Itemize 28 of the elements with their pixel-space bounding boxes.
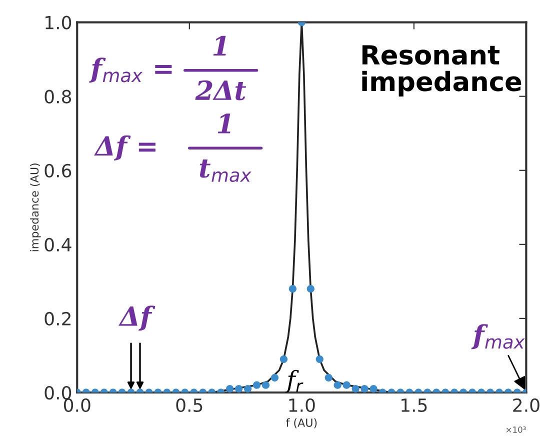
point bbox=[288, 285, 296, 293]
x-tick-label: 1.5 bbox=[402, 398, 427, 412]
point bbox=[316, 355, 324, 363]
annotation: Δf = bbox=[94, 135, 156, 160]
x-tick-label: 0.0 bbox=[64, 398, 90, 412]
y-tick-label: 0.0 bbox=[44, 386, 72, 400]
annotation: t$_{max}$ bbox=[200, 159, 252, 182]
x-tick-label: 0.5 bbox=[176, 398, 202, 412]
x-tick-label: 2.0 bbox=[513, 398, 540, 412]
y-tick-label: 0.6 bbox=[44, 164, 72, 178]
point bbox=[280, 355, 288, 363]
annotation: f$_{max}$ bbox=[471, 324, 525, 350]
annotation: 1 bbox=[218, 114, 230, 134]
annotation: Resonant impedance bbox=[362, 45, 522, 96]
annotation: 2Δt bbox=[195, 80, 246, 100]
y-tick-label: 1.0 bbox=[46, 16, 72, 30]
text: ×10³ bbox=[506, 426, 526, 433]
annotation: f$_{max}$ = bbox=[89, 58, 172, 83]
y-tick-label: 0.2 bbox=[44, 312, 70, 326]
y-tick-label: 0.4 bbox=[44, 238, 72, 252]
annotation: Δf bbox=[118, 306, 156, 331]
point bbox=[306, 285, 314, 293]
y-tick-label: 0.8 bbox=[44, 90, 72, 104]
x-tick-label: 1.0 bbox=[289, 398, 315, 412]
y-axis-title: impedance (AU) bbox=[30, 164, 41, 252]
annotation: f$_{r}$ bbox=[285, 370, 304, 393]
x-axis-title: f (AU) bbox=[286, 418, 317, 428]
annotation: 1 bbox=[213, 36, 226, 56]
